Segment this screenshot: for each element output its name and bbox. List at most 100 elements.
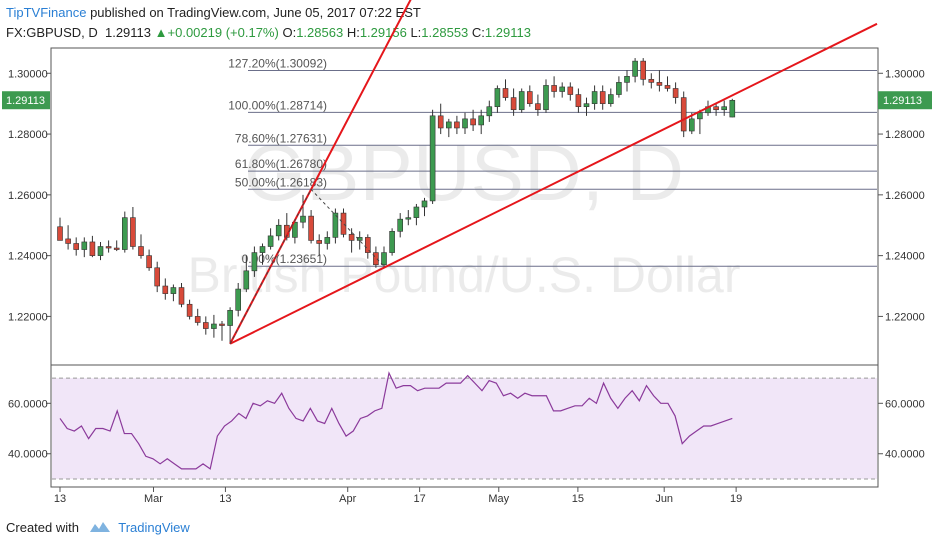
candle-down [648,79,655,83]
candle-down [340,212,347,235]
candle-up [211,323,217,329]
candle-down [599,91,606,104]
candle-down [680,97,687,132]
last-price-marker-left [2,91,50,110]
candle-up [81,241,88,250]
candle-up [624,76,630,83]
price-tick-label-left: 1.22000 [8,311,48,323]
candle-up [478,115,485,126]
candle-down [575,94,582,108]
chart-canvas[interactable]: GBPUSD, D British Pound/U.S. Dollar 127.… [0,0,932,512]
candle-down [437,115,444,129]
candle-up [300,215,306,223]
candle-down [113,247,120,250]
close-value: 1.29113 [484,25,531,40]
candle-up [235,288,241,311]
candle-up [445,121,452,129]
candle-up [275,224,282,237]
candle-down [672,88,679,98]
tradingview-logo-icon [89,522,110,532]
published-text: published on TradingView.com, June 05, 2… [90,5,421,20]
candle-up [607,94,614,104]
candle-up [170,287,177,294]
last-price-label-right: 1.29113 [883,95,922,107]
candle-down [502,88,509,98]
candle-up [324,237,331,244]
candle-down [178,287,185,305]
candle-down [373,252,379,266]
low-label: L: [410,25,422,40]
candle-down [713,106,719,111]
candle-down [73,243,79,250]
rsi-tick-label-right: 40.0000 [885,449,925,461]
price-tick-label-left: 1.30000 [8,68,48,80]
candle-up [429,115,436,202]
candle-down [146,255,152,269]
candle-up [583,103,590,108]
price-tick-label-left: 1.28000 [8,129,48,141]
candle-up [729,100,736,118]
candle-down [203,322,209,329]
candle-up [381,252,387,266]
rsi-tick-label-left: 60.0000 [8,398,48,410]
fib-level-label: 61.80%(1.26780) [235,157,327,171]
candle-down [219,323,225,326]
candle-up [332,212,339,238]
rsi-band [52,378,877,479]
candle-up [421,200,428,208]
x-tick-label: 19 [730,493,742,505]
created-with-text: Created with [6,520,79,535]
x-tick-label: 13 [54,493,66,505]
candle-up [559,86,566,92]
fib-level-label: 78.60%(1.27631) [235,131,327,145]
candle-up [486,106,493,117]
rsi-line [59,371,733,470]
candle-down [470,118,476,126]
candle-down [130,217,136,247]
candle-up [494,88,501,108]
x-tick-label: Jun [655,493,673,505]
candle-up [405,217,412,220]
price-tick-label-left: 1.24000 [8,251,48,263]
x-tick-label: Apr [339,493,356,505]
price-tick-label-right: 1.28000 [885,129,925,141]
candle-down [154,267,160,287]
price-tick-label-right: 1.22000 [885,311,925,323]
candle-down [510,97,517,111]
candle-up [721,106,728,111]
candle-down [526,91,533,104]
candle-up [632,60,638,77]
symbol-label: FX:GBPUSD, D [6,25,98,40]
open-label: O: [282,25,297,40]
candle-up [462,118,468,129]
channel-lower-trendline[interactable] [229,22,878,345]
candle-down [664,85,671,89]
candle-up [413,206,420,218]
candle-down [640,60,647,80]
x-tick-label: 15 [572,493,584,505]
x-tick-label: May [488,493,509,505]
fib-anchor-path[interactable] [229,188,385,344]
watermark-symbol: GBPUSD, D [244,128,684,217]
tradingview-link[interactable]: TradingView [118,520,190,535]
low-value: 1.28553 [421,25,469,40]
rsi-tick-label-left: 40.0000 [8,449,48,461]
candle-up [591,91,598,104]
channel-upper-trendline[interactable] [229,0,574,345]
candle-up [122,217,128,250]
symbol-header: FX:GBPUSD, D 1.29113 ▲+0.00219 (+0.17%) … [6,25,531,40]
candle-down [316,240,323,244]
candle-up [97,246,104,256]
candle-down [535,103,541,111]
footer: Created with TradingView [6,520,190,535]
candle-down [364,237,371,253]
watermark-name: British Pound/U.S. Dollar [187,247,740,303]
price-tick-label-left: 1.26000 [8,190,48,202]
candle-down [551,85,557,92]
open-value: 1.28563 [296,25,344,40]
fib-level-label: 127.20%(1.30092) [228,56,327,70]
price-tick-label-right: 1.30000 [885,68,925,80]
candle-down [454,121,460,129]
publisher-link[interactable]: TipTVFinance [6,5,87,20]
candle-down [348,234,355,241]
